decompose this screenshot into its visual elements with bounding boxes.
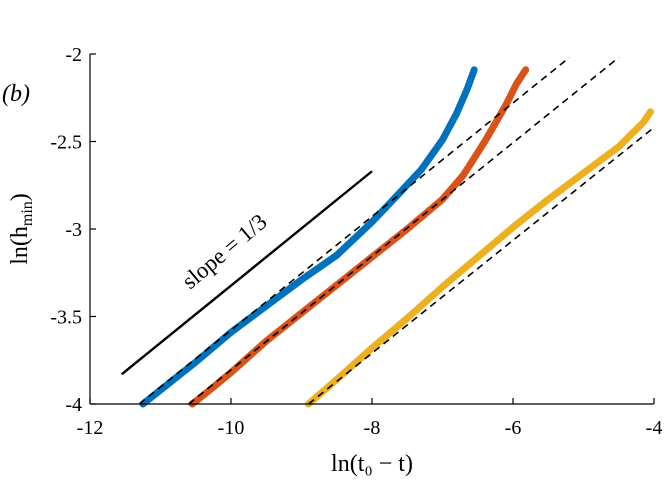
- slope-annotation: slope = 1/3: [177, 209, 272, 294]
- x-tick-label: -10: [218, 417, 245, 439]
- y-tick-label: -4: [65, 394, 82, 416]
- y-tick-label: -3: [65, 219, 82, 241]
- x-tick-label: -6: [505, 417, 522, 439]
- y-axis-label-main: ln(h: [7, 226, 33, 265]
- fit-orange-line: [188, 56, 620, 405]
- series-yellow: [305, 108, 654, 408]
- y-ticks: -4 -3.5 -3 -2.5 -2: [50, 44, 96, 416]
- fit-layer: [138, 56, 655, 405]
- x-axis-label: ln(t₀ − t): [331, 451, 413, 477]
- y-tick-label: -2: [65, 44, 82, 66]
- series-blue: [139, 66, 478, 408]
- fit-yellow-line: [308, 126, 655, 405]
- y-tick-label: -2.5: [50, 132, 82, 154]
- y-tick-label: -3.5: [50, 307, 82, 329]
- x-tick-label: -8: [364, 417, 381, 439]
- y-axis-label: ln(hmin): [7, 193, 36, 265]
- x-tick-label: -4: [646, 417, 663, 439]
- y-axis-label-sub: min: [19, 201, 36, 226]
- fit-blue-line: [138, 56, 570, 405]
- y-axis-label-close: ): [7, 193, 33, 201]
- slope-reference-line: [120, 170, 373, 376]
- x-ticks: -12 -10 -8 -6 -4: [77, 398, 663, 439]
- panel-label: (b): [2, 81, 30, 107]
- x-tick-label: -12: [77, 417, 104, 439]
